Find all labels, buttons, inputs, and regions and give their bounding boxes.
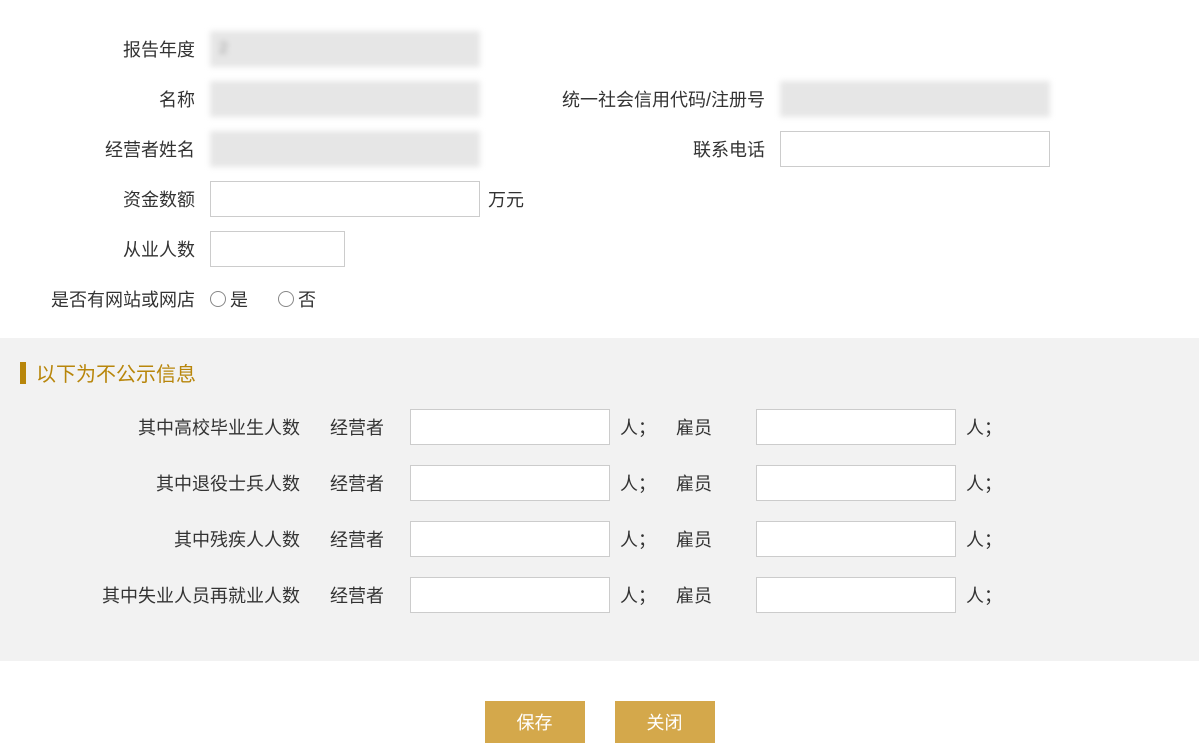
unit-suffix: 人； xyxy=(620,470,656,496)
row-has-website: 是否有网站或网店 是 否 xyxy=(10,280,1189,318)
private-row-veterans: 其中退役士兵人数 经营者 人； 雇员 人； xyxy=(20,463,1179,503)
sublabel-operator: 经营者 xyxy=(330,470,410,496)
unit-suffix: 人； xyxy=(966,470,1002,496)
button-row: 保存 关闭 xyxy=(0,701,1199,743)
private-row-graduates: 其中高校毕业生人数 经营者 人； 雇员 人； xyxy=(20,407,1179,447)
sublabel-operator: 经营者 xyxy=(330,526,410,552)
input-credit-code xyxy=(780,81,1050,117)
close-button[interactable]: 关闭 xyxy=(615,701,715,743)
input-report-year xyxy=(210,31,480,67)
radio-circle-icon xyxy=(278,291,294,307)
radio-circle-icon xyxy=(210,291,226,307)
input-veterans-employee[interactable] xyxy=(756,465,956,501)
input-employee-count[interactable] xyxy=(210,231,345,267)
row-employee-count: 从业人数 xyxy=(10,230,1189,268)
unit-suffix: 人； xyxy=(966,526,1002,552)
private-label: 其中高校毕业生人数 xyxy=(20,414,330,440)
section-private: 以下为不公示信息 其中高校毕业生人数 经营者 人； 雇员 人； 其中退役士兵人数… xyxy=(0,338,1199,661)
input-graduates-employee[interactable] xyxy=(756,409,956,445)
sublabel-operator: 经营者 xyxy=(330,414,410,440)
section-title-text: 以下为不公示信息 xyxy=(36,358,196,387)
unit-suffix: 人； xyxy=(620,414,656,440)
form-container: 报告年度 名称 统一社会信用代码/注册号 经营者姓名 联系电话 资金数额 万元 … xyxy=(0,0,1199,318)
radio-yes[interactable]: 是 xyxy=(210,286,248,312)
private-label: 其中退役士兵人数 xyxy=(20,470,330,496)
input-veterans-operator[interactable] xyxy=(410,465,610,501)
radio-group-website: 是 否 xyxy=(210,286,316,312)
save-button[interactable]: 保存 xyxy=(485,701,585,743)
label-credit-code: 统一社会信用代码/注册号 xyxy=(540,86,780,112)
row-name: 名称 统一社会信用代码/注册号 xyxy=(10,80,1189,118)
radio-no-label: 否 xyxy=(298,286,316,312)
private-label: 其中失业人员再就业人数 xyxy=(20,582,330,608)
label-capital: 资金数额 xyxy=(10,186,210,212)
input-name xyxy=(210,81,480,117)
row-capital: 资金数额 万元 xyxy=(10,180,1189,218)
input-capital[interactable] xyxy=(210,181,480,217)
label-name: 名称 xyxy=(10,86,210,112)
row-operator: 经营者姓名 联系电话 xyxy=(10,130,1189,168)
sublabel-employee: 雇员 xyxy=(676,414,756,440)
label-operator-name: 经营者姓名 xyxy=(10,136,210,162)
label-employee-count: 从业人数 xyxy=(10,236,210,262)
private-label: 其中残疾人人数 xyxy=(20,526,330,552)
unit-suffix: 人； xyxy=(966,414,1002,440)
label-report-year: 报告年度 xyxy=(10,36,210,62)
radio-yes-label: 是 xyxy=(230,286,248,312)
sublabel-employee: 雇员 xyxy=(676,526,756,552)
input-reemployed-employee[interactable] xyxy=(756,577,956,613)
private-row-disabled: 其中残疾人人数 经营者 人； 雇员 人； xyxy=(20,519,1179,559)
input-disabled-employee[interactable] xyxy=(756,521,956,557)
radio-no[interactable]: 否 xyxy=(278,286,316,312)
unit-suffix: 人； xyxy=(620,526,656,552)
sublabel-employee: 雇员 xyxy=(676,470,756,496)
input-reemployed-operator[interactable] xyxy=(410,577,610,613)
label-phone: 联系电话 xyxy=(540,136,780,162)
label-has-website: 是否有网站或网店 xyxy=(10,286,210,312)
unit-suffix: 人； xyxy=(966,582,1002,608)
input-operator-name xyxy=(210,131,480,167)
sublabel-employee: 雇员 xyxy=(676,582,756,608)
input-graduates-operator[interactable] xyxy=(410,409,610,445)
input-disabled-operator[interactable] xyxy=(410,521,610,557)
sublabel-operator: 经营者 xyxy=(330,582,410,608)
row-report-year: 报告年度 xyxy=(10,30,1189,68)
unit-capital: 万元 xyxy=(488,186,524,212)
section-title: 以下为不公示信息 xyxy=(20,358,1179,387)
private-row-reemployed: 其中失业人员再就业人数 经营者 人； 雇员 人； xyxy=(20,575,1179,615)
unit-suffix: 人； xyxy=(620,582,656,608)
section-bar-icon xyxy=(20,362,26,384)
input-phone[interactable] xyxy=(780,131,1050,167)
